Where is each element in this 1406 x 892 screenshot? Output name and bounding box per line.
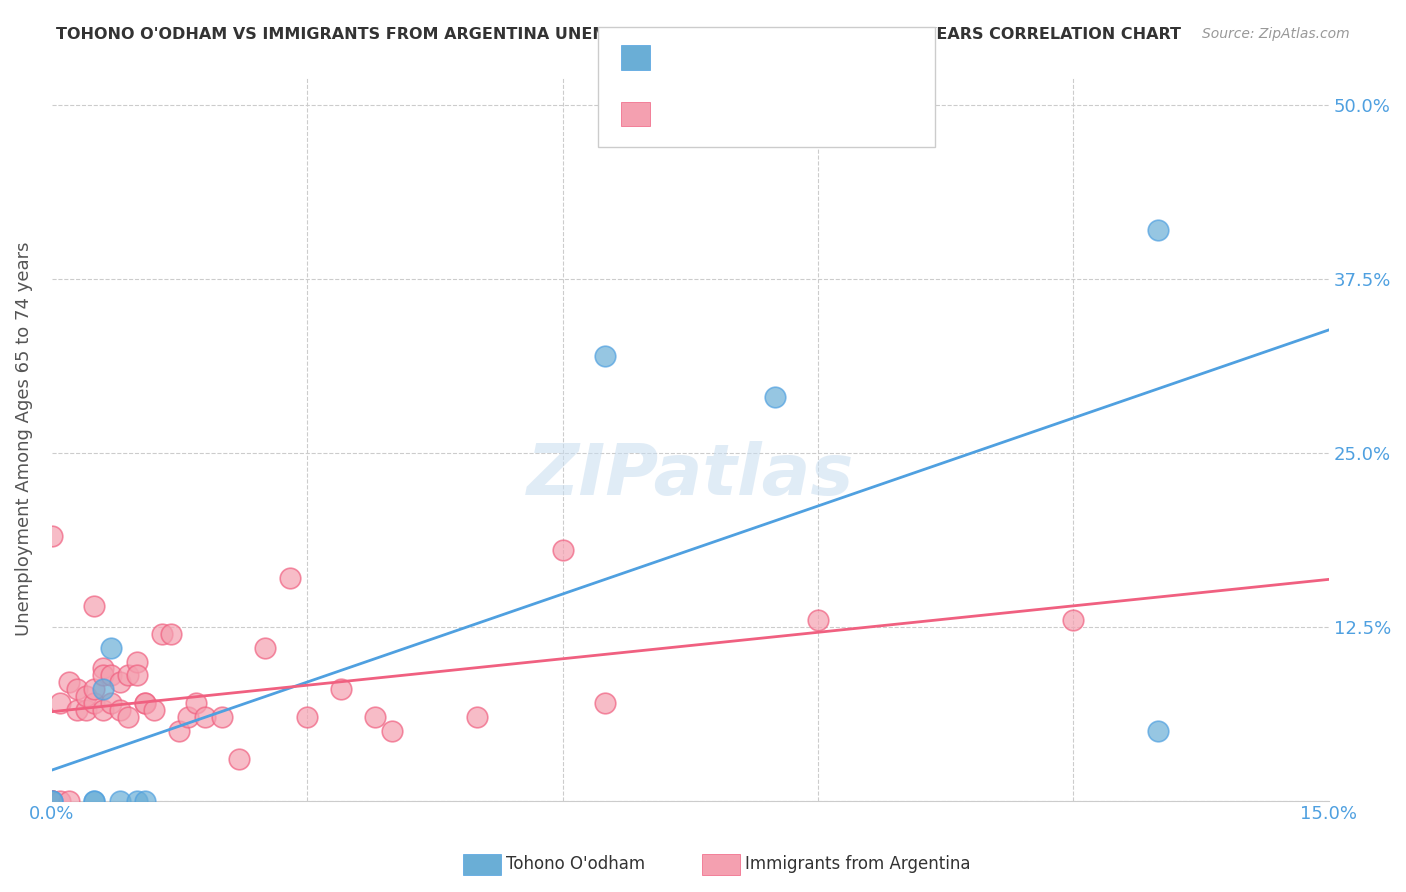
Point bbox=[41, 794, 63, 808]
Point bbox=[49, 794, 72, 808]
Point bbox=[66, 703, 89, 717]
Point bbox=[593, 349, 616, 363]
Point bbox=[134, 794, 156, 808]
Point bbox=[1062, 613, 1084, 627]
Point bbox=[100, 640, 122, 655]
Point bbox=[58, 794, 80, 808]
Point bbox=[83, 696, 105, 710]
Point bbox=[169, 724, 191, 739]
Text: R =: R = bbox=[658, 54, 697, 71]
Point bbox=[295, 710, 318, 724]
Text: ZIPatlas: ZIPatlas bbox=[527, 441, 853, 509]
Point bbox=[1147, 724, 1170, 739]
Point bbox=[100, 696, 122, 710]
Point bbox=[117, 668, 139, 682]
Point bbox=[228, 752, 250, 766]
Point bbox=[551, 543, 574, 558]
Text: R =: R = bbox=[658, 107, 697, 125]
Text: 0.776: 0.776 bbox=[699, 54, 755, 71]
Point bbox=[134, 696, 156, 710]
Point bbox=[91, 668, 114, 682]
Point bbox=[381, 724, 404, 739]
Point bbox=[160, 626, 183, 640]
Point bbox=[41, 794, 63, 808]
Point bbox=[91, 682, 114, 697]
Point bbox=[41, 794, 63, 808]
Point bbox=[330, 682, 353, 697]
Point bbox=[152, 626, 174, 640]
Point bbox=[186, 696, 208, 710]
Point bbox=[83, 794, 105, 808]
Text: 49: 49 bbox=[799, 107, 824, 125]
Text: Source: ZipAtlas.com: Source: ZipAtlas.com bbox=[1202, 27, 1350, 41]
Point bbox=[278, 571, 301, 585]
Point bbox=[75, 690, 97, 704]
Point bbox=[593, 696, 616, 710]
Point bbox=[83, 599, 105, 613]
Point bbox=[142, 703, 165, 717]
Point bbox=[125, 794, 148, 808]
Text: TOHONO O'ODHAM VS IMMIGRANTS FROM ARGENTINA UNEMPLOYMENT AMONG AGES 65 TO 74 YEA: TOHONO O'ODHAM VS IMMIGRANTS FROM ARGENT… bbox=[56, 27, 1181, 42]
Point bbox=[125, 655, 148, 669]
Point bbox=[91, 661, 114, 675]
Point bbox=[66, 682, 89, 697]
Point bbox=[83, 794, 105, 808]
Point bbox=[108, 703, 131, 717]
Point bbox=[177, 710, 200, 724]
Text: Tohono O'odham: Tohono O'odham bbox=[506, 855, 645, 873]
Text: N =: N = bbox=[759, 54, 799, 71]
Point bbox=[108, 794, 131, 808]
Point bbox=[763, 390, 786, 404]
Point bbox=[194, 710, 217, 724]
Point bbox=[58, 675, 80, 690]
Text: N =: N = bbox=[759, 107, 799, 125]
Point bbox=[134, 696, 156, 710]
Point bbox=[125, 668, 148, 682]
Text: 7: 7 bbox=[799, 54, 817, 71]
Point bbox=[49, 696, 72, 710]
Point bbox=[108, 675, 131, 690]
Point bbox=[41, 794, 63, 808]
Point bbox=[467, 710, 489, 724]
Point bbox=[807, 613, 830, 627]
Point bbox=[211, 710, 233, 724]
Point bbox=[91, 703, 114, 717]
Point bbox=[364, 710, 387, 724]
Text: 0.424: 0.424 bbox=[699, 107, 755, 125]
Point bbox=[83, 682, 105, 697]
Point bbox=[253, 640, 276, 655]
Point bbox=[41, 529, 63, 543]
Point bbox=[1147, 223, 1170, 237]
Y-axis label: Unemployment Among Ages 65 to 74 years: Unemployment Among Ages 65 to 74 years bbox=[15, 242, 32, 636]
Point bbox=[100, 668, 122, 682]
Point bbox=[117, 710, 139, 724]
Point bbox=[75, 703, 97, 717]
Text: Immigrants from Argentina: Immigrants from Argentina bbox=[745, 855, 970, 873]
Point bbox=[41, 794, 63, 808]
Point bbox=[41, 794, 63, 808]
